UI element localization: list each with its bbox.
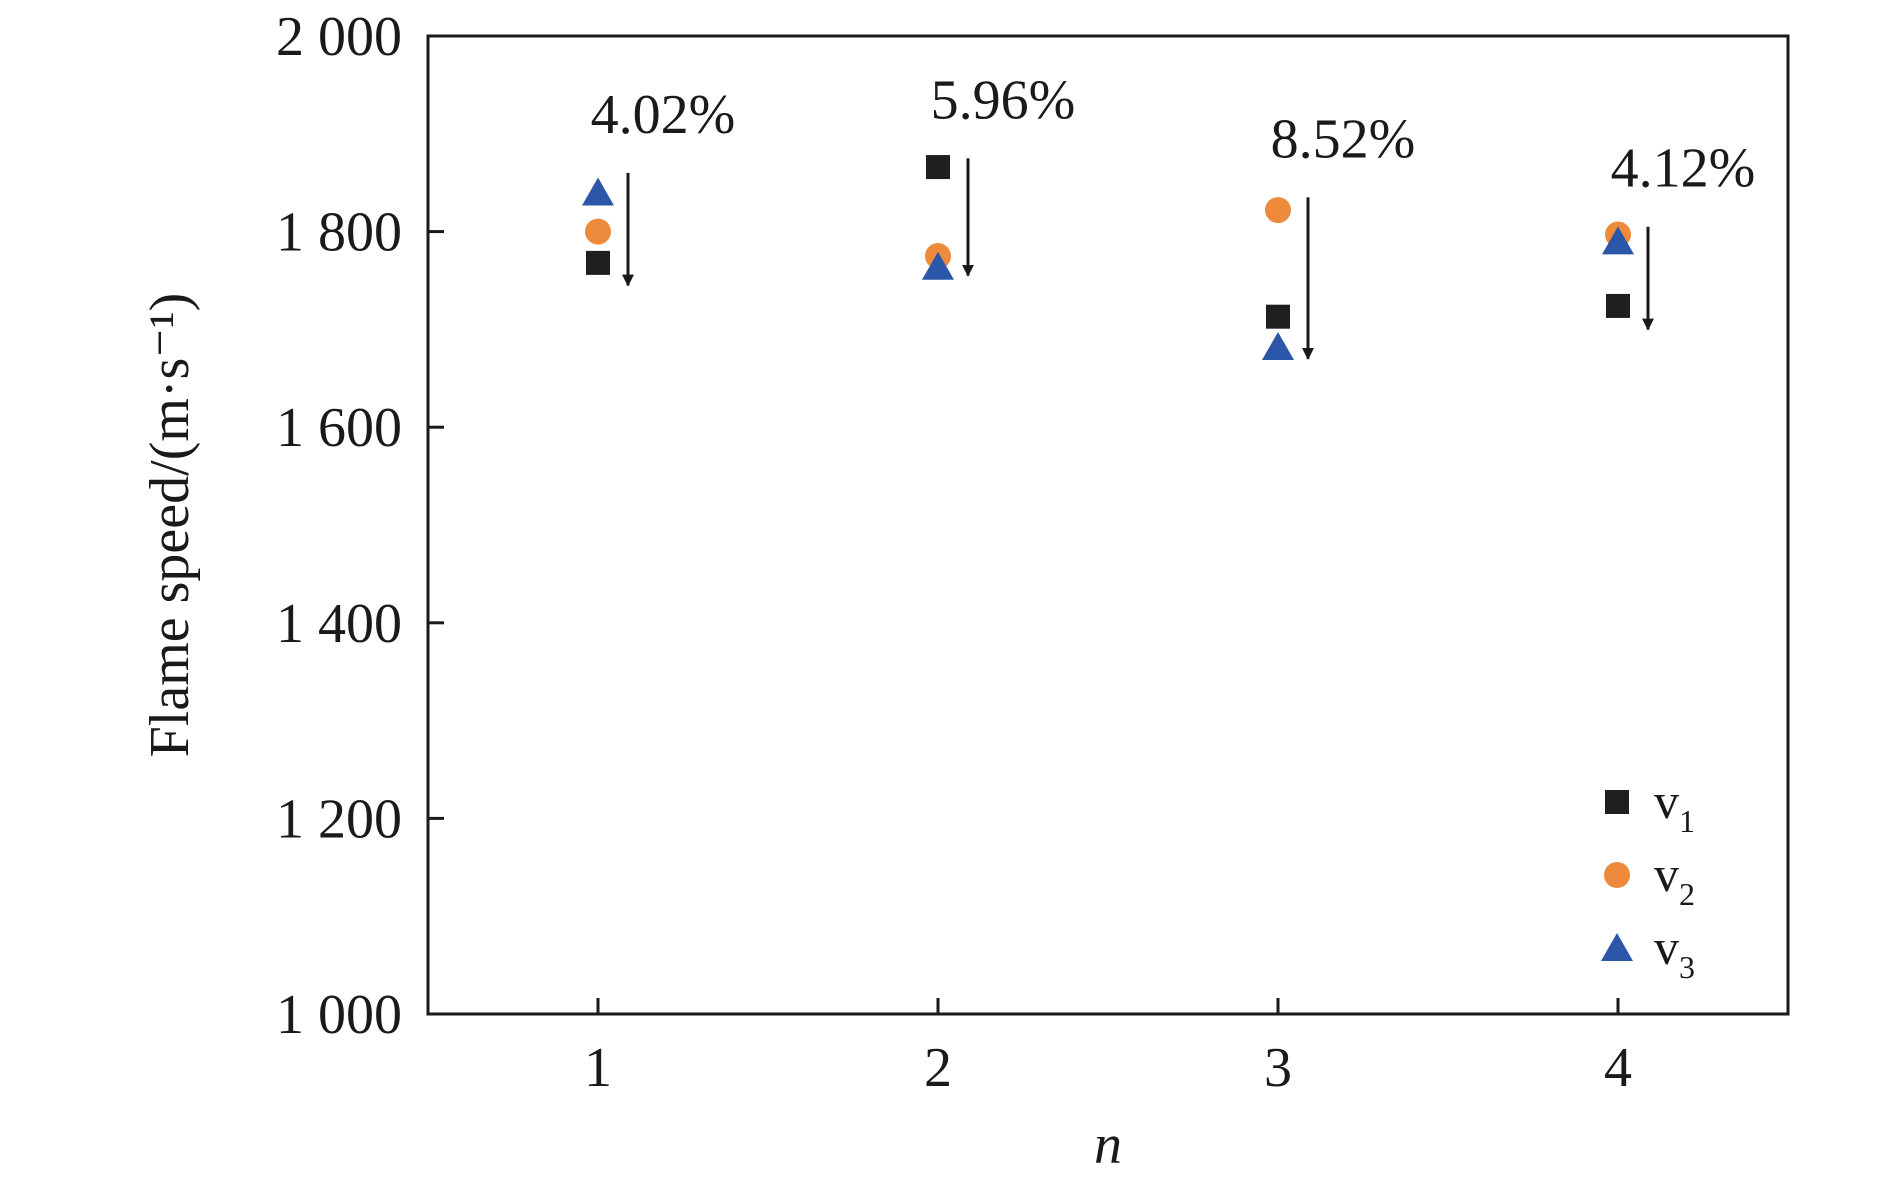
annotation-label: 8.52% (1271, 108, 1416, 170)
annotation-label: 4.12% (1611, 138, 1756, 200)
legend-label-3: v3 (1654, 919, 1695, 985)
axis-ticks: 1 2 3 4 1 000 1 200 1 400 1 600 1 800 2 000 (276, 6, 1632, 1099)
y-tick-label: 1 000 (276, 984, 402, 1046)
x-tick-label: 1 (584, 1037, 612, 1099)
y-tick-label: 2 000 (276, 6, 402, 68)
series-1-point (926, 155, 950, 180)
x-tick-label: 4 (1604, 1037, 1632, 1099)
legend: v1 v2 v3 (1601, 773, 1695, 985)
series-2-point (1265, 197, 1291, 224)
y-tick-label: 1 800 (276, 202, 402, 264)
series-3-point (1602, 226, 1634, 255)
legend-marker-1 (1605, 790, 1629, 814)
legend-marker-3 (1601, 933, 1633, 961)
series-3-point (1262, 332, 1294, 361)
y-tick-label: 1 400 (276, 593, 402, 655)
annotations: 4.02% 5.96% 8.52% 4.12% (591, 69, 1756, 360)
legend-subscript-3: 3 (1679, 949, 1695, 985)
x-tick-label: 3 (1264, 1037, 1292, 1099)
annotation-label: 4.02% (591, 84, 736, 146)
x-axis-title: n (1094, 1114, 1122, 1176)
plot-frame (426, 34, 1790, 1016)
y-axis-title: Flame speed/(m·s⁻¹) (139, 293, 201, 758)
legend-label-2: v2 (1654, 846, 1695, 912)
legend-subscript-2: 2 (1679, 876, 1695, 912)
y-tick-label: 1 600 (276, 397, 402, 459)
data-points (582, 155, 1634, 361)
annotation-label: 5.96% (931, 69, 1076, 131)
series-1-point (1606, 293, 1630, 318)
y-tick-label: 1 200 (276, 788, 402, 850)
series-3-point (582, 177, 614, 206)
legend-label-1: v1 (1654, 773, 1695, 839)
series-1-point (1266, 304, 1290, 329)
legend-subscript-1: 1 (1679, 803, 1695, 839)
series-1-point (586, 250, 610, 275)
series-2-point (585, 218, 611, 245)
series-3-point (922, 251, 954, 280)
x-tick-label: 2 (924, 1037, 952, 1099)
legend-marker-2 (1604, 862, 1630, 888)
